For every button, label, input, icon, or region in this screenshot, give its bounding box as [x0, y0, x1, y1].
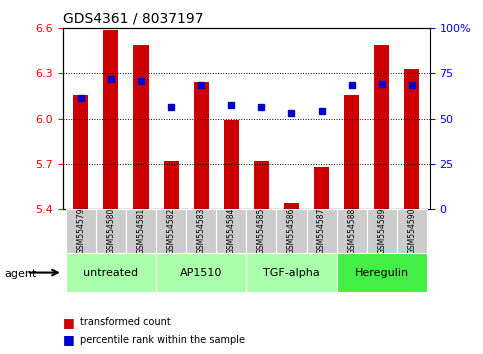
FancyBboxPatch shape: [216, 209, 246, 253]
FancyBboxPatch shape: [66, 253, 156, 292]
Text: GSM554580: GSM554580: [106, 208, 115, 254]
Text: GSM554590: GSM554590: [407, 208, 416, 254]
Text: GSM554579: GSM554579: [76, 208, 85, 254]
Text: GSM554589: GSM554589: [377, 208, 386, 254]
Text: GSM554585: GSM554585: [257, 208, 266, 254]
Bar: [133, 45, 149, 209]
FancyBboxPatch shape: [246, 209, 276, 253]
Bar: [194, 82, 209, 209]
FancyBboxPatch shape: [397, 209, 427, 253]
FancyBboxPatch shape: [337, 253, 427, 292]
Text: GSM554584: GSM554584: [227, 208, 236, 254]
Text: percentile rank within the sample: percentile rank within the sample: [80, 335, 245, 345]
Text: GSM554583: GSM554583: [197, 208, 206, 254]
Bar: [314, 167, 329, 209]
Text: ■: ■: [63, 316, 74, 329]
Bar: [404, 69, 419, 209]
Text: Heregulin: Heregulin: [355, 268, 409, 278]
FancyBboxPatch shape: [156, 209, 186, 253]
Text: GDS4361 / 8037197: GDS4361 / 8037197: [63, 12, 203, 26]
Bar: [224, 120, 239, 209]
Text: AP1510: AP1510: [180, 268, 222, 278]
FancyBboxPatch shape: [156, 253, 246, 292]
Text: transformed count: transformed count: [80, 317, 170, 327]
FancyBboxPatch shape: [276, 209, 307, 253]
FancyBboxPatch shape: [126, 209, 156, 253]
Bar: [284, 203, 299, 209]
Text: GSM554581: GSM554581: [137, 208, 145, 254]
FancyBboxPatch shape: [96, 209, 126, 253]
Text: GSM554587: GSM554587: [317, 208, 326, 254]
Text: ■: ■: [63, 333, 74, 346]
Text: GSM554586: GSM554586: [287, 208, 296, 254]
Bar: [73, 95, 88, 209]
FancyBboxPatch shape: [307, 209, 337, 253]
Bar: [344, 95, 359, 209]
Bar: [374, 45, 389, 209]
FancyBboxPatch shape: [246, 253, 337, 292]
FancyBboxPatch shape: [337, 209, 367, 253]
Bar: [103, 30, 118, 209]
Bar: [254, 161, 269, 209]
FancyBboxPatch shape: [66, 209, 96, 253]
Bar: [164, 161, 179, 209]
Text: GSM554588: GSM554588: [347, 208, 356, 254]
Text: TGF-alpha: TGF-alpha: [263, 268, 320, 278]
Text: GSM554582: GSM554582: [167, 208, 176, 254]
FancyBboxPatch shape: [186, 209, 216, 253]
Text: agent: agent: [5, 269, 37, 279]
FancyBboxPatch shape: [367, 209, 397, 253]
Text: untreated: untreated: [84, 268, 139, 278]
